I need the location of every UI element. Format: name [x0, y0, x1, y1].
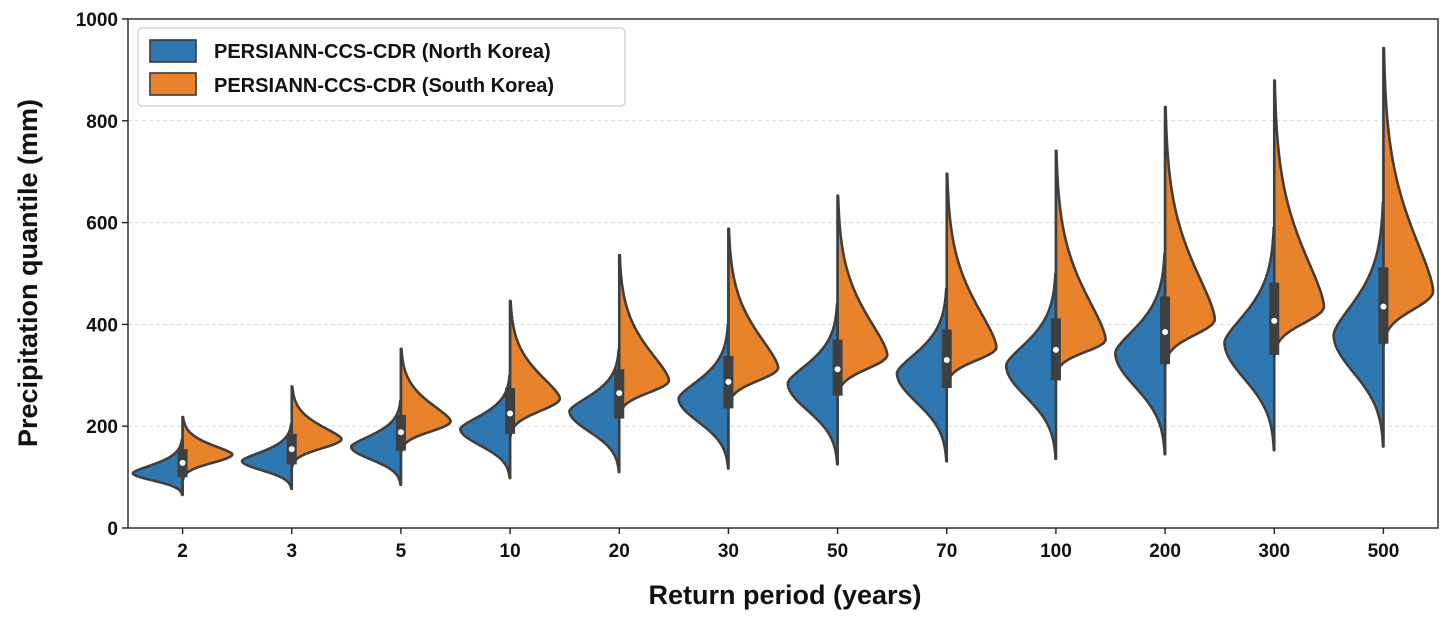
- violin-south-korea: [508, 299, 562, 438]
- plot-frame: [127, 18, 1439, 529]
- violin-south-korea: [727, 227, 780, 408]
- whiskers: [177, 46, 1389, 497]
- violin-north-korea: [677, 323, 730, 470]
- x-tick-label: 200: [1149, 541, 1181, 562]
- y-tick-label: 600: [86, 214, 118, 235]
- violin-north-korea: [895, 287, 949, 463]
- median-dot: [1271, 317, 1278, 324]
- x-tick-label: 2: [177, 541, 188, 562]
- violin-north-korea: [1004, 272, 1058, 461]
- median-dot: [725, 378, 732, 385]
- violin-south-korea: [399, 347, 452, 453]
- y-axis-title: Precipitation quantile (mm): [13, 99, 43, 447]
- legend-swatch-south-korea: [149, 72, 197, 96]
- median-dot: [616, 390, 623, 397]
- violin-south-korea: [1382, 46, 1435, 347]
- violin-south-korea: [1054, 149, 1107, 377]
- violin-north-korea: [240, 422, 294, 491]
- violin-north-korea: [1223, 226, 1276, 452]
- x-tick-label: 500: [1368, 541, 1400, 562]
- violin-north-korea: [1114, 251, 1167, 456]
- violin-south-korea: [290, 385, 343, 469]
- violin-north-korea: [349, 399, 403, 487]
- median-dot: [1380, 303, 1387, 310]
- x-tick-label: 10: [500, 541, 521, 562]
- x-tick-label: 5: [396, 541, 407, 562]
- violins: [131, 46, 1435, 497]
- x-axis-title: Return period (years): [648, 580, 921, 610]
- x-tick-label: 100: [1040, 541, 1072, 562]
- y-tick-label: 200: [86, 417, 118, 438]
- violin-north-korea: [131, 437, 184, 497]
- x-tick-label: 20: [609, 541, 630, 562]
- grid-lines: [128, 120, 1438, 427]
- legend-box: [137, 27, 626, 107]
- legend-label-south-korea: PERSIANN-CCS-CDR (South Korea): [214, 75, 554, 97]
- x-tick-label: 50: [827, 541, 848, 562]
- median-dot: [943, 357, 950, 364]
- median-dot: [507, 410, 514, 417]
- legend: PERSIANN-CCS-CDR (North Korea) PERSIANN-…: [137, 27, 626, 107]
- x-tick-label: 3: [286, 541, 297, 562]
- plot-area-border: [127, 18, 1439, 529]
- y-tick-label: 0: [107, 519, 118, 540]
- median-dot: [288, 446, 295, 453]
- median-dot: [834, 366, 841, 373]
- x-tick-label: 300: [1258, 541, 1290, 562]
- x-tick-label: 70: [936, 541, 957, 562]
- y-axis-ticks: 0 200 400 600 800 1000: [76, 10, 128, 540]
- violin-south-korea: [945, 172, 998, 387]
- legend-label-north-korea: PERSIANN-CCS-CDR (North Korea): [214, 41, 551, 63]
- violin-south-korea: [181, 415, 234, 481]
- violin-north-korea: [459, 374, 512, 480]
- violin-south-korea: [836, 194, 889, 397]
- violin-north-korea: [1332, 200, 1385, 448]
- median-dot: [397, 429, 404, 436]
- y-tick-label: 1000: [76, 10, 118, 31]
- y-tick-label: 400: [86, 315, 118, 336]
- x-axis-ticks: 2 3 5 10 20 30 50 70 100 200 300 500: [177, 528, 1399, 562]
- median-dot: [1162, 329, 1169, 336]
- violin-south-korea: [1163, 105, 1216, 367]
- violin-south-korea: [1272, 79, 1326, 357]
- legend-swatch-north-korea: [149, 39, 197, 63]
- violin-south-korea: [617, 253, 671, 418]
- violin-north-korea: [568, 348, 621, 474]
- x-tick-label: 30: [718, 541, 739, 562]
- median-dot: [179, 459, 186, 466]
- median-dot: [1052, 346, 1059, 353]
- violin-north-korea: [786, 302, 839, 466]
- y-tick-label: 800: [86, 112, 118, 133]
